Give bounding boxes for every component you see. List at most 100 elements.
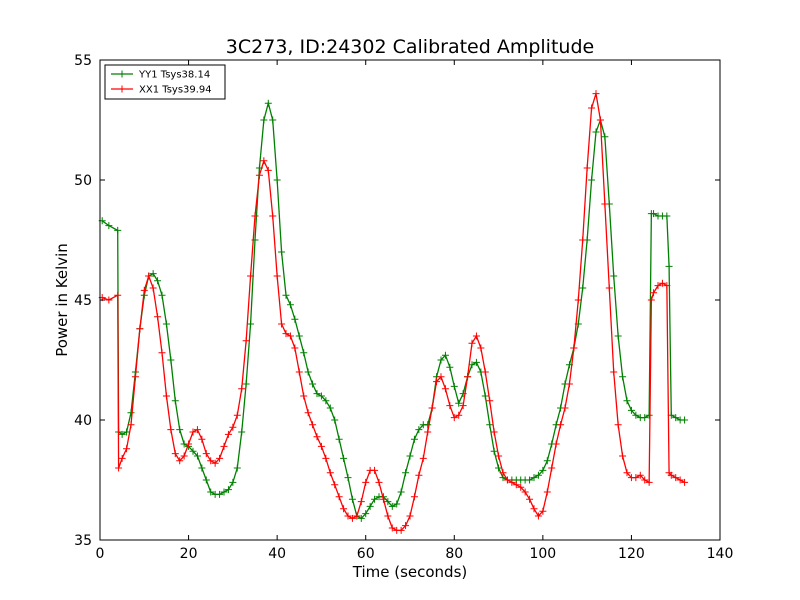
data-point	[282, 330, 290, 338]
data-point	[410, 493, 418, 501]
data-point	[681, 478, 689, 486]
data-point	[136, 325, 144, 333]
data-point	[220, 442, 228, 450]
data-point	[415, 426, 423, 434]
data-point	[193, 452, 201, 460]
data-point	[406, 452, 414, 460]
data-point	[291, 344, 299, 352]
data-point	[131, 373, 139, 381]
data-point	[521, 488, 529, 496]
data-point	[517, 483, 525, 491]
x-tick-label: 40	[268, 546, 286, 562]
x-tick-label: 60	[357, 546, 375, 562]
data-point	[397, 488, 405, 496]
data-point	[667, 471, 675, 479]
plot-area	[100, 60, 720, 540]
data-point	[619, 452, 627, 460]
ticks-layer: 0 20 40 60 80 100 120 140 35 40 45 50 55	[74, 53, 733, 562]
data-point	[140, 286, 148, 294]
data-point	[322, 397, 330, 405]
data-point	[286, 332, 294, 340]
data-point	[384, 512, 392, 520]
data-point	[162, 320, 170, 328]
chart-title: 3C273, ID:24302 Calibrated Amplitude	[226, 36, 594, 58]
data-point	[176, 426, 184, 434]
data-point	[499, 469, 507, 477]
data-point	[526, 476, 534, 484]
data-point	[526, 495, 534, 503]
data-point	[229, 423, 237, 431]
data-point	[490, 447, 498, 455]
data-point	[574, 296, 582, 304]
data-point	[362, 478, 370, 486]
data-point	[309, 380, 317, 388]
data-point	[309, 421, 317, 429]
data-point	[441, 385, 449, 393]
data-point	[388, 502, 396, 510]
data-point	[623, 469, 631, 477]
data-point	[105, 296, 113, 304]
data-point	[340, 505, 348, 513]
data-point	[322, 454, 330, 462]
data-point	[371, 466, 379, 474]
data-point	[446, 363, 454, 371]
data-point	[654, 282, 662, 290]
data-point	[304, 368, 312, 376]
data-point	[260, 116, 268, 124]
data-point	[557, 421, 565, 429]
data-point	[300, 349, 308, 357]
data-point	[623, 397, 631, 405]
data-point	[424, 421, 432, 429]
data-point	[158, 349, 166, 357]
data-point	[207, 488, 215, 496]
data-point	[247, 272, 255, 280]
data-point	[455, 411, 463, 419]
data-point	[176, 457, 184, 465]
data-point	[596, 116, 604, 124]
data-point	[388, 524, 396, 532]
y-axis-label: Power in Kelvin	[53, 243, 71, 357]
data-point	[665, 262, 673, 270]
data-point	[167, 356, 175, 364]
data-point	[428, 404, 436, 412]
data-point	[180, 452, 188, 460]
data-point	[433, 378, 441, 386]
data-point	[658, 279, 666, 287]
data-point	[486, 397, 494, 405]
data-point	[344, 474, 352, 482]
data-point	[663, 212, 671, 220]
data-point	[198, 435, 206, 443]
data-point	[614, 332, 622, 340]
data-point	[278, 248, 286, 256]
data-point	[127, 421, 135, 429]
data-point	[286, 301, 294, 309]
series-line	[101, 100, 685, 520]
data-point	[636, 471, 644, 479]
data-point	[335, 435, 343, 443]
data-point	[295, 368, 303, 376]
data-point	[548, 464, 556, 472]
data-point	[348, 495, 356, 503]
data-point	[269, 116, 277, 124]
data-point	[247, 320, 255, 328]
data-point	[171, 450, 179, 458]
data-point	[317, 392, 325, 400]
x-tick-label: 0	[96, 546, 105, 562]
data-point	[335, 493, 343, 501]
data-point	[579, 284, 587, 292]
data-point	[366, 502, 374, 510]
data-point	[375, 478, 383, 486]
data-point	[530, 474, 538, 482]
data-point	[171, 397, 179, 405]
data-point	[472, 358, 480, 366]
data-point	[326, 469, 334, 477]
data-point	[260, 157, 268, 165]
x-tick-label: 20	[180, 546, 198, 562]
data-point	[402, 522, 410, 530]
data-point	[490, 428, 498, 436]
data-point	[273, 272, 281, 280]
data-point	[282, 291, 290, 299]
data-point	[313, 433, 321, 441]
data-point	[193, 426, 201, 434]
data-point	[393, 500, 401, 508]
